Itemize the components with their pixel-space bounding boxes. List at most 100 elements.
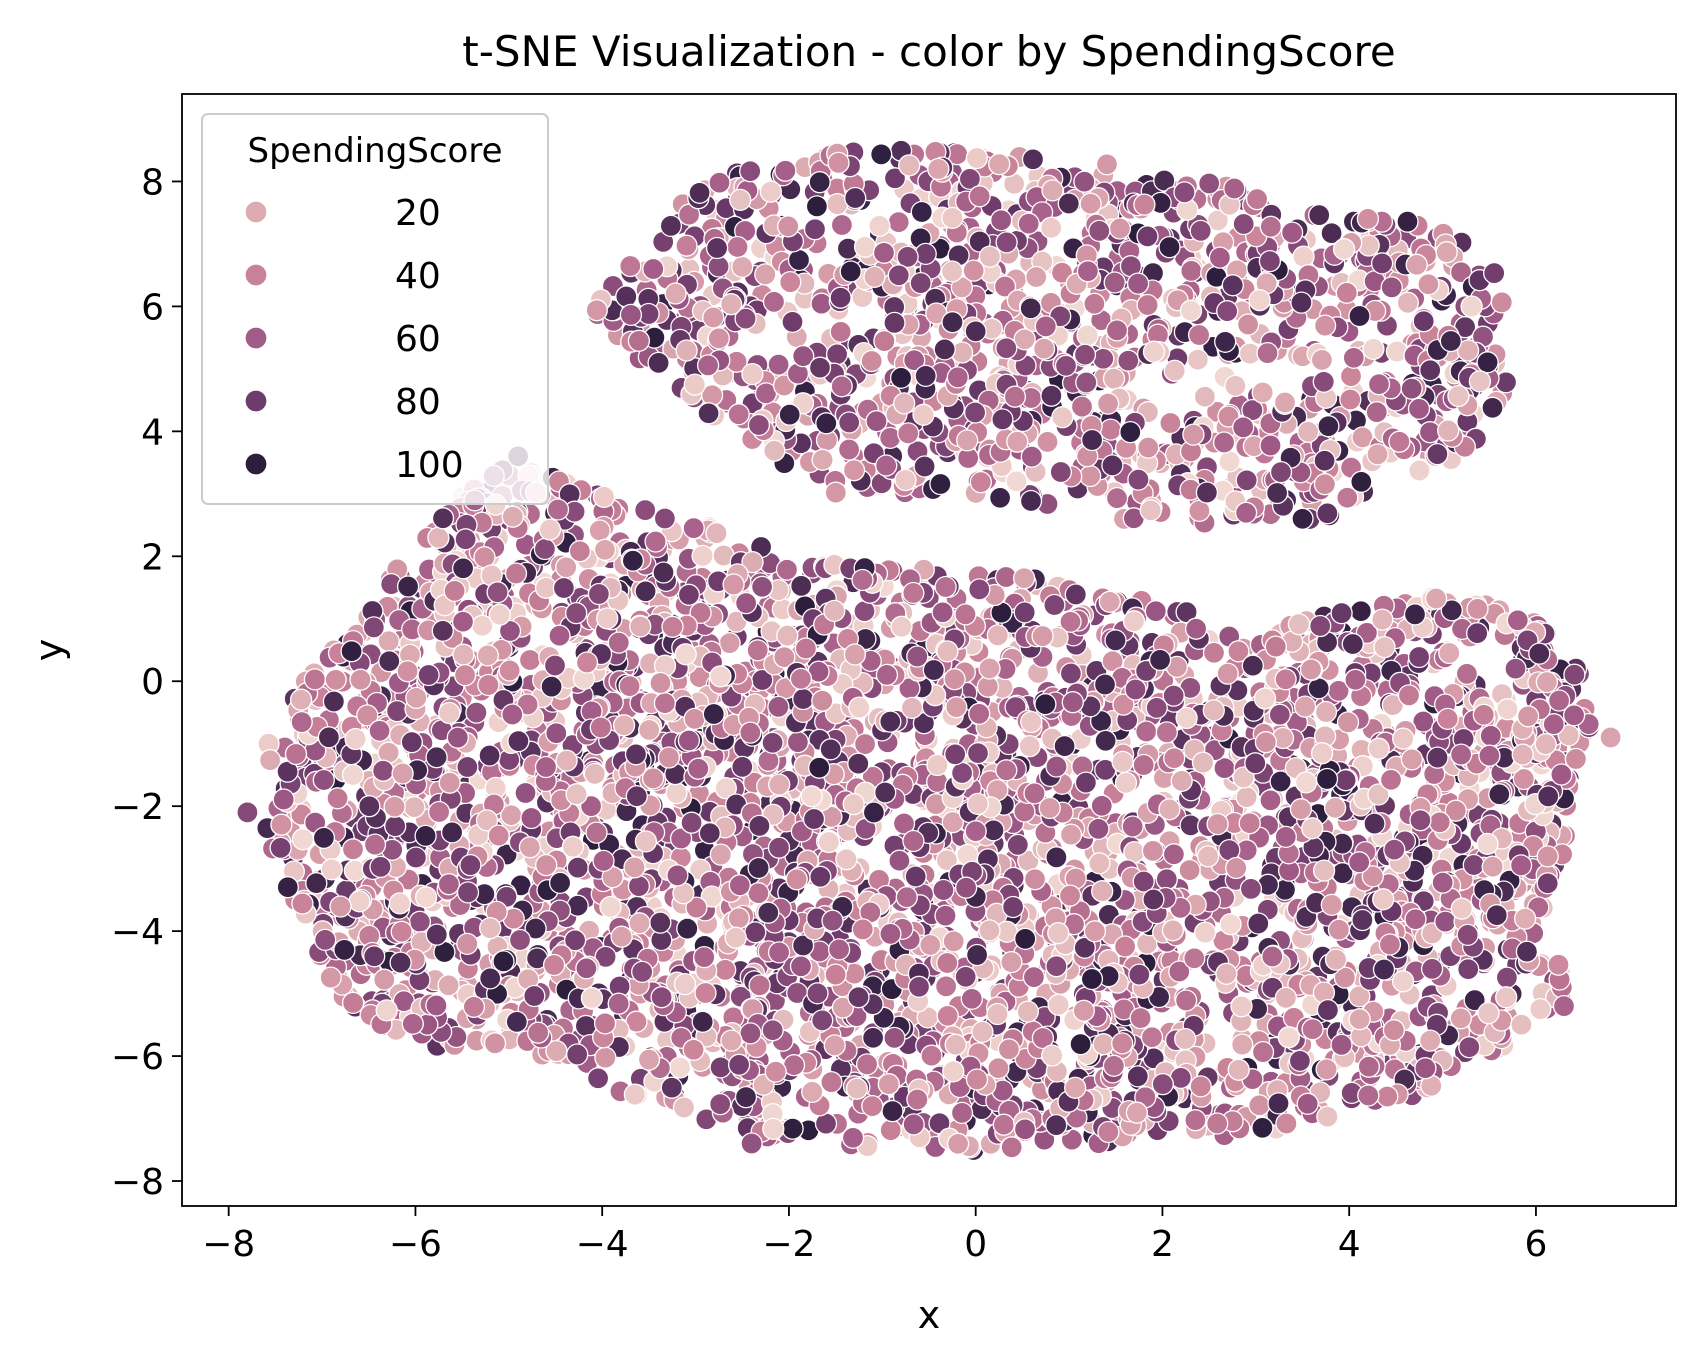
data-point: [341, 991, 365, 1015]
data-point: [1362, 337, 1385, 361]
data-point: [754, 263, 777, 286]
data-point: [991, 408, 1014, 431]
data-point: [634, 498, 657, 522]
data-point: [378, 650, 401, 673]
data-point: [1273, 391, 1297, 414]
data-point: [1140, 1026, 1164, 1049]
data-point: [1221, 274, 1244, 297]
data-point: [1096, 392, 1120, 415]
data-point: [546, 498, 570, 521]
data-point: [829, 286, 852, 309]
data-point: [990, 209, 1013, 232]
data-point: [649, 911, 672, 934]
data-point: [1032, 337, 1056, 360]
data-point: [1057, 192, 1080, 215]
data-point: [865, 410, 888, 433]
data-point: [787, 248, 811, 272]
data-point: [805, 195, 829, 218]
data-point: [1396, 291, 1419, 314]
data-point: [459, 853, 482, 877]
data-point: [1142, 340, 1166, 363]
data-point: [691, 544, 714, 568]
data-point: [709, 1056, 732, 1079]
data-point: [1245, 187, 1269, 211]
data-point: [1073, 170, 1096, 193]
data-point: [933, 338, 956, 361]
data-point: [1317, 415, 1340, 438]
data-point: [1174, 989, 1198, 1012]
data-point: [585, 821, 608, 844]
data-point: [1367, 373, 1391, 396]
data-point: [1013, 601, 1036, 624]
data-point: [767, 353, 790, 376]
data-point: [844, 186, 867, 210]
data-point: [781, 310, 804, 334]
data-point: [1080, 428, 1104, 452]
data-point: [1072, 999, 1095, 1022]
data-point: [1139, 499, 1162, 522]
data-point: [1356, 207, 1380, 231]
data-point: [1268, 703, 1291, 726]
data-point: [561, 835, 585, 858]
data-point: [894, 468, 917, 492]
data-point: [1351, 426, 1374, 449]
data-point: [744, 921, 767, 944]
data-point: [1025, 265, 1048, 289]
data-point: [1258, 249, 1282, 273]
data-point: [1158, 235, 1181, 259]
data-point: [1248, 1094, 1271, 1117]
data-point: [427, 526, 450, 549]
data-point: [1357, 1055, 1380, 1078]
data-point: [842, 459, 866, 482]
data-point: [696, 354, 720, 377]
data-point: [1193, 921, 1217, 944]
data-point: [1391, 970, 1415, 993]
data-point: [887, 210, 910, 234]
data-point: [1144, 600, 1167, 623]
data-point: [504, 562, 528, 585]
data-point: [1405, 253, 1428, 276]
data-point: [1180, 259, 1203, 283]
data-point: [1348, 1008, 1371, 1031]
data-point: [914, 364, 937, 388]
data-point: [363, 945, 386, 968]
data-point: [627, 875, 651, 898]
data-point: [1223, 177, 1246, 200]
data-point: [1136, 293, 1159, 317]
data-point: [1119, 420, 1142, 444]
data-point: [675, 339, 698, 362]
data-point: [1265, 481, 1289, 505]
data-point: [1408, 459, 1431, 482]
data-point: [707, 327, 730, 350]
data-point: [683, 707, 706, 731]
data-point: [934, 575, 957, 599]
data-point: [1232, 212, 1255, 236]
data-point: [1316, 1105, 1339, 1128]
data-point: [837, 438, 861, 461]
data-point: [825, 343, 849, 366]
data-point: [1424, 587, 1448, 610]
data-point: [1235, 786, 1258, 809]
data-point: [728, 874, 751, 897]
data-point: [872, 241, 896, 264]
data-point: [942, 930, 965, 953]
data-point: [1090, 794, 1113, 817]
data-point: [303, 668, 327, 691]
data-point: [1219, 913, 1242, 936]
data-point: [1054, 354, 1078, 377]
data-point: [1349, 600, 1373, 623]
data-point: [1040, 384, 1063, 407]
data-point: [1128, 963, 1151, 986]
data-point: [729, 188, 752, 212]
data-point: [897, 422, 920, 445]
data-point: [683, 373, 706, 396]
data-point: [810, 292, 833, 315]
data-point: [1045, 846, 1068, 869]
data-point: [1313, 449, 1336, 472]
data-point: [768, 773, 791, 796]
data-point: [1105, 486, 1129, 510]
data-point: [465, 701, 488, 724]
data-point: [1079, 464, 1102, 488]
data-point: [1332, 238, 1356, 261]
